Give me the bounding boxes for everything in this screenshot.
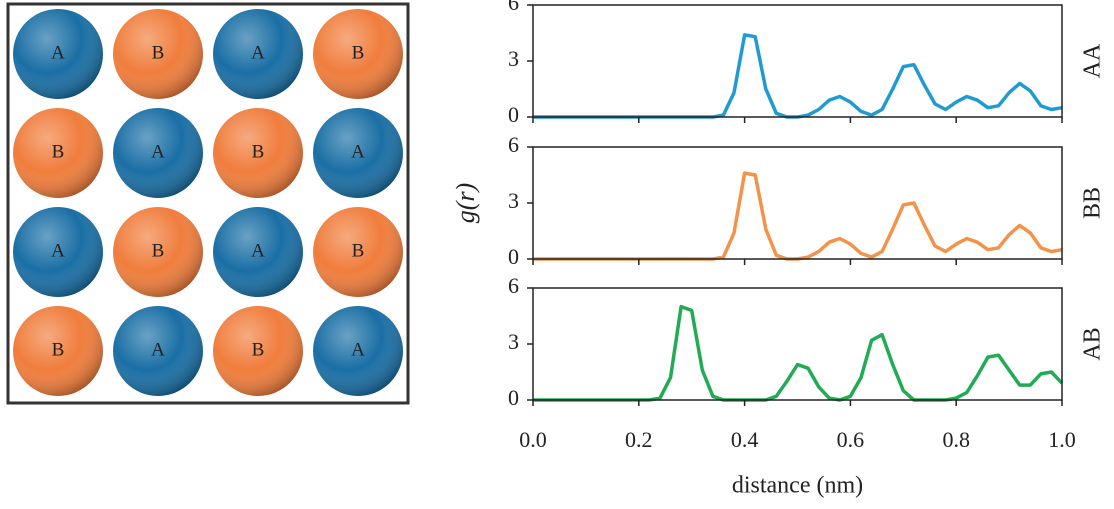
x-tick-label: 1.0 [1048, 427, 1076, 452]
sphere-label: A [251, 240, 265, 261]
sphere-label: A [151, 141, 165, 162]
sphere-label: B [52, 141, 65, 162]
axes-frame [532, 287, 1063, 401]
axes-frame [532, 146, 1063, 260]
sphere-shade [113, 306, 203, 396]
sphere-shade [113, 207, 203, 297]
x-tick-label: 0.8 [942, 427, 970, 452]
sphere-shade [113, 108, 203, 198]
y-tick-label: 3 [508, 329, 519, 354]
line [533, 304, 1064, 402]
y-tick-label: 0 [508, 244, 519, 269]
sphere-shade [313, 108, 403, 198]
y-tick-label: 0 [508, 102, 519, 127]
y-tick-label: 0 [508, 385, 519, 410]
sphere-shade [113, 9, 203, 99]
sphere-label: B [252, 339, 265, 360]
y-tick-label: 3 [508, 46, 519, 71]
sphere-shade [13, 306, 103, 396]
sphere-label: A [351, 339, 365, 360]
lattice-frame [6, 2, 410, 405]
sphere-label: B [252, 141, 265, 162]
sphere-label: B [152, 42, 165, 63]
sphere-label: B [352, 240, 365, 261]
sphere-shade [313, 306, 403, 396]
sphere-shade [313, 207, 403, 297]
sphere-label: A [51, 240, 65, 261]
x-axis-label: distance (nm) [732, 473, 863, 499]
sphere-shade [213, 9, 303, 99]
sphere-label: B [52, 339, 65, 360]
sphere-label: B [352, 42, 365, 63]
sphere-label: A [351, 141, 365, 162]
axes-frame [532, 4, 1063, 118]
x-tick-label: 0.0 [519, 427, 547, 452]
sphere-shade [213, 108, 303, 198]
sphere-label: A [151, 339, 165, 360]
x-tick-label: 0.2 [625, 427, 653, 452]
series-label: AB [1080, 327, 1106, 360]
line [533, 33, 1063, 119]
y-tick-label: 6 [508, 132, 519, 157]
y-axis-label: g(r) [451, 183, 480, 223]
line [533, 171, 1063, 261]
sphere-label: A [251, 42, 265, 63]
sphere-label: B [152, 240, 165, 261]
sphere-shade [13, 9, 103, 99]
sphere-shade [213, 306, 303, 396]
series-label: AA [1080, 43, 1106, 78]
y-tick-label: 6 [508, 273, 519, 298]
sphere-shade [213, 207, 303, 297]
sphere-shade [313, 9, 403, 99]
x-tick-label: 0.6 [837, 427, 865, 452]
y-tick-label: 6 [508, 0, 519, 15]
sphere-shade [13, 108, 103, 198]
sphere-shade [13, 207, 103, 297]
y-tick-label: 3 [508, 188, 519, 213]
sphere-label: A [51, 42, 65, 63]
x-tick-label: 0.4 [731, 427, 759, 452]
series-label: BB [1080, 187, 1106, 219]
